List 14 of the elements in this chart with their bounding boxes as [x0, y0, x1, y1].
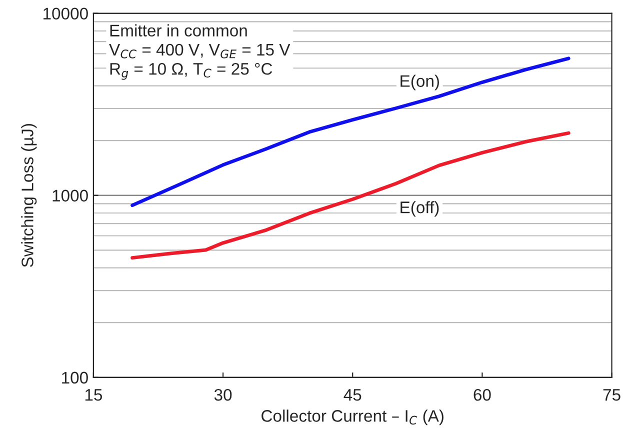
text: Emitter in common V$_{CC}$ = 400 V, V$_{GE}$ = 15 V R$_{g}$ = 10 Ω, T$_{C}$ = 25 °C	[109, 24, 290, 80]
annotation: E(on)	[400, 74, 439, 90]
x-axis-title: Collector Current – I$_{C}$ (A)	[262, 410, 444, 426]
y-tick-label: 1000	[52, 190, 88, 202]
y-tick-label: 10000	[44, 8, 88, 20]
x-tick-label: 45	[344, 389, 362, 401]
line-series	[130, 131, 570, 260]
annotation: E(off)	[400, 201, 439, 217]
y-axis-title: Switching Loss (µJ)	[21, 124, 37, 268]
x-tick-label: 75	[603, 389, 620, 401]
x-tick-label: 60	[474, 388, 491, 401]
x-tick-label: 30	[214, 388, 232, 401]
x-tick-label: 15	[85, 389, 102, 401]
y-tick-label: 100	[62, 372, 88, 384]
